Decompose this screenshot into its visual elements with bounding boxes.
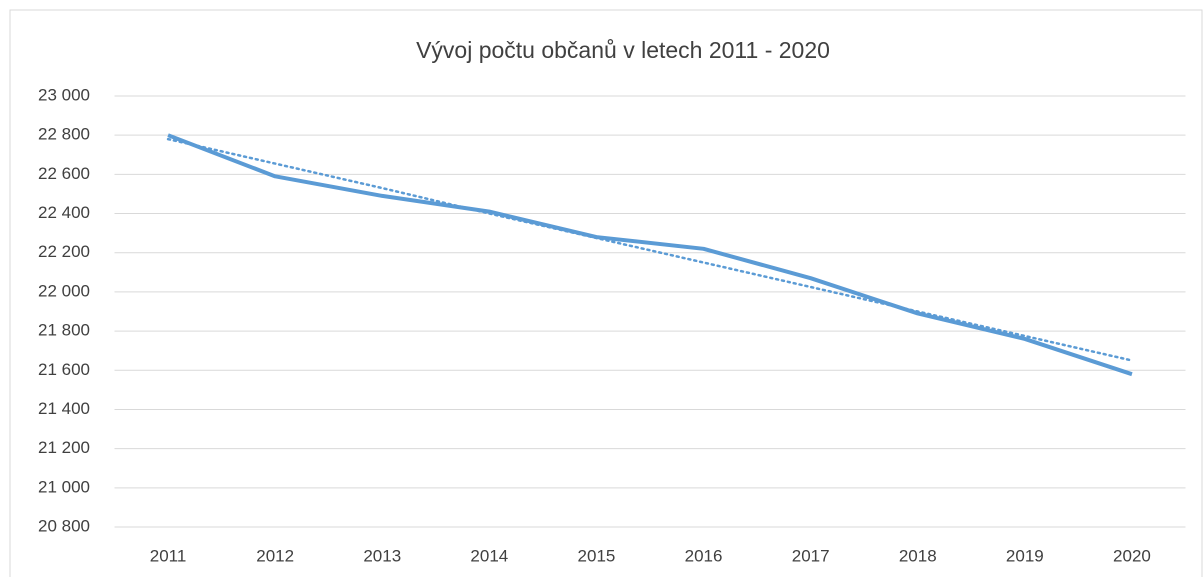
chart-title: Vývoj počtu občanů v letech 2011 - 2020: [416, 37, 830, 63]
y-tick-label: 21 200: [38, 438, 90, 457]
chart-frame: [9, 9, 1203, 577]
x-tick-label: 2020: [1113, 546, 1151, 565]
y-tick-label: 21 800: [38, 321, 90, 340]
y-tick-label: 22 600: [38, 164, 90, 183]
trendline: [166, 137, 1134, 362]
y-tick-label: 21 600: [38, 360, 90, 379]
x-tick-label: 2015: [578, 546, 616, 565]
data-line: [167, 133, 1133, 377]
x-tick-label: 2017: [792, 546, 830, 565]
x-tick-label: 2012: [256, 546, 294, 565]
x-tick-label: 2014: [470, 546, 508, 565]
y-tick-label: 23 000: [38, 85, 90, 104]
y-tick-label: 20 800: [38, 516, 90, 535]
y-tick-label: 21 400: [38, 399, 90, 418]
y-tick-label: 21 000: [38, 477, 90, 496]
y-tick-label: 22 200: [38, 242, 90, 261]
y-tick-label: 22 000: [38, 281, 90, 300]
x-tick-label: 2018: [899, 546, 937, 565]
x-tick-label: 2013: [363, 546, 401, 565]
x-tick-label: 2011: [150, 546, 187, 565]
y-tick-label: 22 400: [38, 203, 90, 222]
x-tick-label: 2019: [1006, 546, 1044, 565]
x-tick-label: 2016: [685, 546, 723, 565]
y-tick-label: 22 800: [38, 125, 90, 144]
